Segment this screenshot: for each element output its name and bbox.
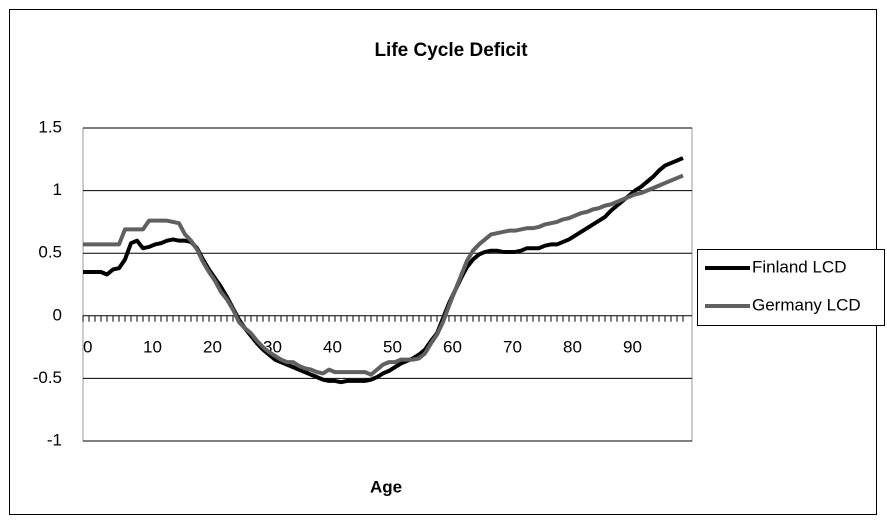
x-tick-label: 60 xyxy=(443,337,462,356)
y-tick-label: 0.5 xyxy=(38,243,62,262)
y-tick-label: -0.5 xyxy=(33,368,62,387)
legend-box xyxy=(697,249,885,326)
y-tick-label: 1 xyxy=(53,180,62,199)
y-tick-label: 0 xyxy=(53,305,62,324)
x-tick-label: 80 xyxy=(563,337,582,356)
x-tick-label: 40 xyxy=(323,337,342,356)
plot-area xyxy=(82,127,693,442)
y-tick-label: -1 xyxy=(47,430,62,449)
legend-label: Finland LCD xyxy=(752,257,847,276)
x-tick-label: 20 xyxy=(203,337,222,356)
chart-title: Life Cycle Deficit xyxy=(374,40,528,61)
x-tick-label: 0 xyxy=(83,337,92,356)
x-tick-label: 10 xyxy=(143,337,162,356)
y-tick-label: 1.5 xyxy=(38,117,62,136)
x-tick-label: 70 xyxy=(503,337,522,356)
x-axis-title: Age xyxy=(370,477,402,496)
x-tick-label: 50 xyxy=(383,337,402,356)
legend-label: Germany LCD xyxy=(752,295,861,314)
line-series xyxy=(83,173,684,377)
line-series xyxy=(83,156,684,385)
x-tick-label: 90 xyxy=(623,337,642,356)
